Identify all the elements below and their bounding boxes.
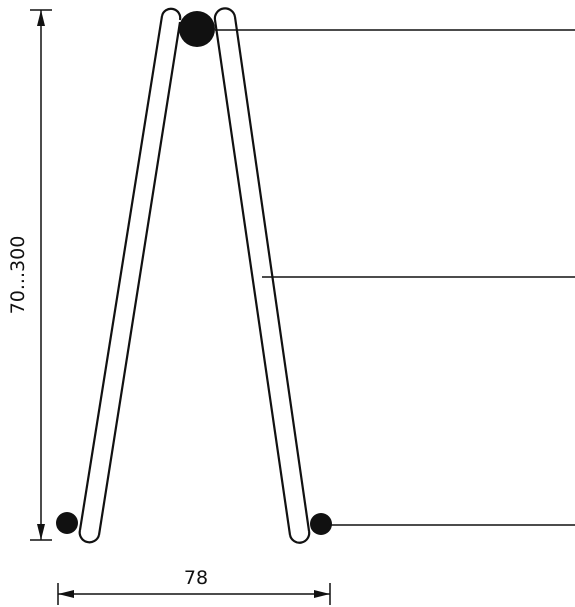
width-dimension: 78 — [57, 567, 331, 605]
left-leg-inner-edge — [97, 21, 182, 536]
right-leg-top-cap — [213, 7, 237, 21]
left-leg — [89, 12, 178, 537]
right-leg-outer-edge — [233, 16, 311, 532]
left-leg-top-cap — [160, 7, 182, 21]
bottom-left-dot — [56, 512, 78, 534]
top-pivot-dot — [179, 11, 215, 47]
height-arrow-bottom — [37, 524, 45, 540]
height-dimension-label: 70...300 — [7, 236, 29, 315]
left-leg-outer-edge — [78, 15, 164, 531]
width-dimension-label: 78 — [184, 567, 208, 589]
left-leg-bottom-cap — [78, 529, 101, 544]
width-arrow-right — [314, 590, 330, 598]
right-leg-inner-edge — [213, 19, 292, 536]
width-arrow-left — [58, 590, 74, 598]
height-arrow-top — [37, 10, 45, 26]
bottom-right-dot — [310, 513, 332, 535]
right-leg-bottom-cap — [288, 530, 311, 544]
height-dimension: 70...300 — [7, 9, 52, 541]
